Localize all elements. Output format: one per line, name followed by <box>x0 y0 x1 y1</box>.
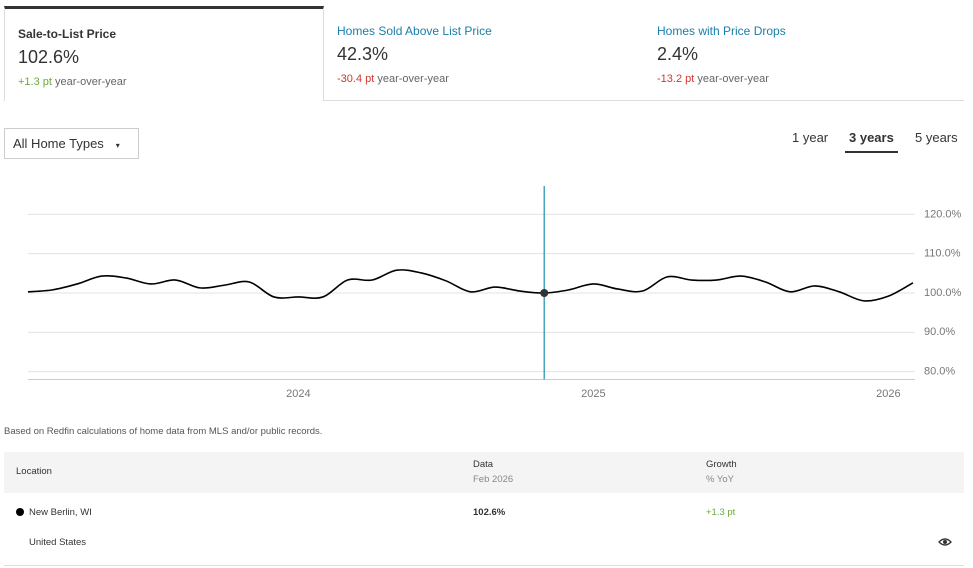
tab-value: 2.4% <box>657 44 699 64</box>
tab-change-line: -30.4 pt year-over-year <box>337 73 449 85</box>
x-tick-label: 2024 <box>286 388 310 400</box>
tab-change-suffix: year-over-year <box>377 73 449 85</box>
range-button[interactable]: 5 years <box>915 130 958 145</box>
header: Data <box>473 459 494 470</box>
tab-title: Homes with Price Drops <box>657 24 786 38</box>
hover-point <box>540 289 549 297</box>
x-tick-label: 2025 <box>581 388 605 400</box>
tab[interactable]: Homes Sold Above List Price 42.3% -30.4 … <box>324 6 644 101</box>
header-sub: % YoY <box>706 474 734 485</box>
location: New Berlin, WI <box>29 507 92 518</box>
data-line <box>27 269 914 302</box>
growth-cell: +1.3 pt <box>706 507 736 518</box>
divider <box>4 565 964 566</box>
footnote: Based on Redfin calculations of home dat… <box>4 426 323 437</box>
range-button[interactable]: 3 years <box>845 130 898 153</box>
home-type-dropdown[interactable]: All Home Types ▾ <box>4 128 139 159</box>
tab-change-line: -13.2 pt year-over-year <box>657 73 769 85</box>
tab-change-line: +1.3 pt year-over-year <box>18 76 127 88</box>
y-tick-label: 100.0% <box>924 287 962 299</box>
tab[interactable]: Sale-to-List Price 102.6% +1.3 pt year-o… <box>4 6 324 101</box>
data-cell: 102.6% <box>473 507 506 518</box>
location: United States <box>29 537 87 548</box>
table-header: Location Data Feb 2026 Growth % YoY <box>4 452 964 493</box>
tab-change: -13.2 pt <box>657 73 695 85</box>
y-tick-label: 90.0% <box>924 326 955 338</box>
chart: 80.0% 90.0% 100.0% 110.0% 120.0% 2024 2025 2026 <box>27 186 962 400</box>
header: Growth <box>706 459 737 470</box>
tab[interactable]: Homes with Price Drops 2.4% -13.2 pt yea… <box>644 6 964 101</box>
y-tick-label: 110.0% <box>924 248 961 260</box>
range-button[interactable]: 1 year <box>792 130 829 145</box>
header: Location <box>16 466 52 477</box>
tab-change-suffix: year-over-year <box>55 76 127 88</box>
location-dot <box>16 508 24 516</box>
dropdown-label: All Home Types <box>13 136 104 151</box>
tab-title: Homes Sold Above List Price <box>337 24 492 38</box>
tab-change: +1.3 pt <box>18 76 52 88</box>
tab-change: -30.4 pt <box>337 73 375 85</box>
tab-value: 42.3% <box>337 44 389 64</box>
caret: ▾ <box>115 141 120 150</box>
x-tick-label: 2026 <box>876 388 900 400</box>
y-tick-label: 80.0% <box>924 366 955 378</box>
visibility-toggle[interactable] <box>938 537 952 547</box>
header-sub: Feb 2026 <box>473 474 514 485</box>
y-tick-label: 120.0% <box>924 208 962 220</box>
tab-title: Sale-to-List Price <box>18 27 117 41</box>
tab-change-suffix: year-over-year <box>697 73 769 85</box>
tab-value: 102.6% <box>18 47 80 67</box>
